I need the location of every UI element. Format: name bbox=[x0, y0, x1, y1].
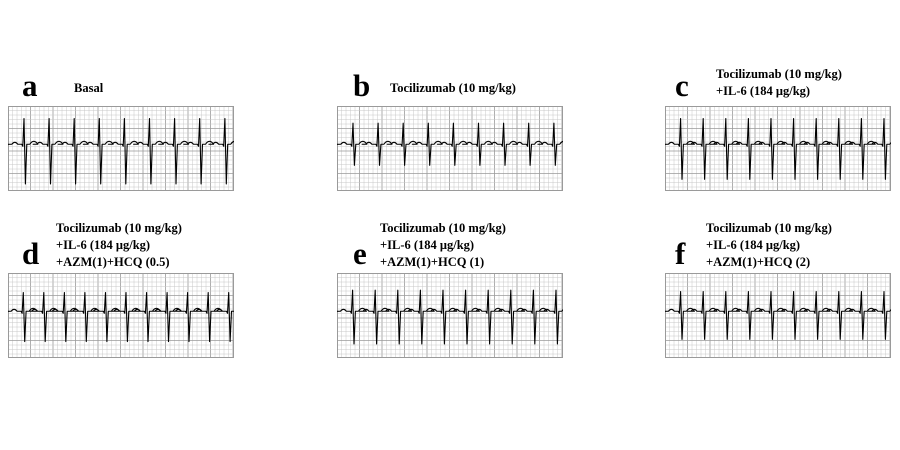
ecg-waveform bbox=[665, 291, 891, 340]
ecg-grid bbox=[337, 106, 563, 191]
caption-line: Tocilizumab (10 mg/kg) bbox=[706, 221, 832, 235]
caption-line: Tocilizumab (10 mg/kg) bbox=[56, 221, 182, 235]
panel-letter-c: c bbox=[675, 68, 689, 103]
panel-letter-b: b bbox=[353, 68, 371, 103]
panel-caption-f: Tocilizumab (10 mg/kg) +IL-6 (184 μg/kg)… bbox=[706, 220, 832, 271]
caption-line: Tocilizumab (10 mg/kg) bbox=[716, 67, 842, 81]
ecg-trace-f bbox=[665, 273, 891, 358]
ecg-grid bbox=[665, 106, 891, 191]
caption-line: +AZM(1)+HCQ (1) bbox=[380, 255, 485, 269]
caption-line: Tocilizumab (10 mg/kg) bbox=[390, 81, 516, 95]
panel-caption-d: Tocilizumab (10 mg/kg) +IL-6 (184 μg/kg)… bbox=[56, 220, 182, 271]
panel-letter-f: f bbox=[675, 236, 686, 271]
panel-letter-d: d bbox=[22, 236, 40, 271]
ecg-waveform bbox=[8, 117, 234, 185]
panel-caption-b: Tocilizumab (10 mg/kg) bbox=[390, 80, 516, 97]
panel-caption-a: Basal bbox=[74, 80, 103, 97]
ecg-waveform bbox=[8, 291, 234, 343]
caption-line: +IL-6 (184 μg/kg) bbox=[380, 238, 475, 252]
caption-line: +IL-6 (184 μg/kg) bbox=[56, 238, 151, 252]
caption-line: Basal bbox=[74, 81, 104, 95]
caption-line: Tocilizumab (10 mg/kg) bbox=[380, 221, 506, 235]
ecg-waveform bbox=[665, 117, 891, 180]
ecg-trace-e bbox=[337, 273, 563, 358]
panel-letter-a: a bbox=[22, 68, 38, 103]
ecg-waveform bbox=[337, 122, 563, 166]
ecg-trace-c bbox=[665, 106, 891, 191]
caption-line: +AZM(1)+HCQ (2) bbox=[706, 255, 811, 269]
panel-letter-e: e bbox=[353, 236, 367, 271]
ecg-trace-b bbox=[337, 106, 563, 191]
ecg-grid bbox=[8, 106, 234, 191]
ecg-grid bbox=[8, 273, 234, 358]
ecg-trace-a bbox=[8, 106, 234, 191]
caption-line: +IL-6 (184 μg/kg) bbox=[706, 238, 801, 252]
panel-caption-c: Tocilizumab (10 mg/kg) +IL-6 (184 μg/kg) bbox=[716, 66, 842, 100]
ecg-grid bbox=[337, 273, 563, 358]
caption-line: +IL-6 (184 μg/kg) bbox=[716, 84, 811, 98]
ecg-grid bbox=[665, 273, 891, 358]
ecg-waveform bbox=[337, 289, 563, 345]
panel-caption-e: Tocilizumab (10 mg/kg) +IL-6 (184 μg/kg)… bbox=[380, 220, 506, 271]
ecg-trace-d bbox=[8, 273, 234, 358]
caption-line: +AZM(1)+HCQ (0.5) bbox=[56, 255, 170, 269]
